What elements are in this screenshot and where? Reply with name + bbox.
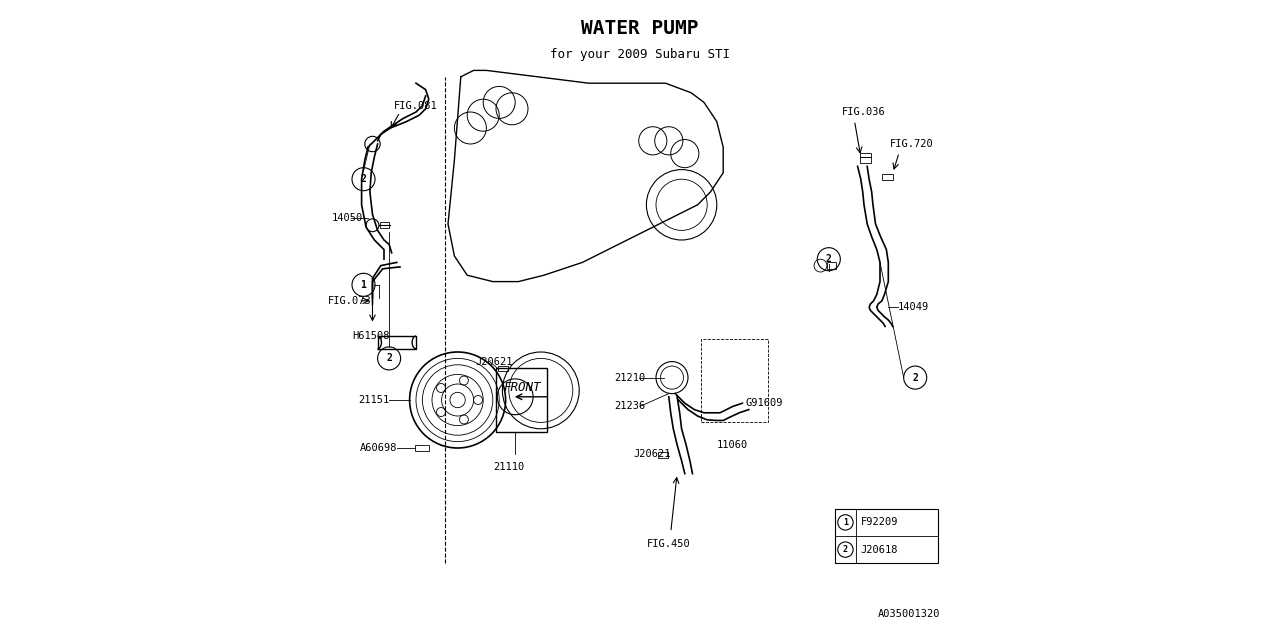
Text: 21236: 21236: [614, 401, 645, 412]
Bar: [827, 262, 837, 269]
Text: F92209: F92209: [861, 517, 899, 527]
Bar: [379, 222, 389, 228]
Text: J20621: J20621: [476, 356, 513, 367]
Bar: [860, 157, 870, 163]
Text: WATER PUMP: WATER PUMP: [581, 19, 699, 38]
Text: 14049: 14049: [899, 302, 929, 312]
Text: 21210: 21210: [614, 372, 645, 383]
Bar: [497, 368, 548, 432]
Text: 21151: 21151: [358, 395, 389, 405]
Bar: [415, 445, 429, 451]
Text: 1: 1: [844, 518, 847, 527]
Text: 21110: 21110: [493, 462, 525, 472]
Text: FIG.450: FIG.450: [646, 539, 691, 549]
Text: FIG.720: FIG.720: [890, 139, 933, 149]
Text: 14050: 14050: [332, 212, 362, 223]
Text: A60698: A60698: [360, 443, 397, 453]
Text: J20621: J20621: [634, 449, 671, 460]
Bar: [836, 509, 937, 563]
Bar: [658, 452, 668, 458]
Text: FIG.081: FIG.081: [394, 100, 438, 111]
Text: 2: 2: [387, 353, 392, 364]
Text: H61508: H61508: [352, 331, 389, 341]
Bar: [701, 339, 768, 422]
Bar: [860, 153, 870, 157]
Text: 2: 2: [913, 372, 918, 383]
Text: J20618: J20618: [861, 545, 899, 555]
Text: 2: 2: [361, 174, 366, 184]
Text: 2: 2: [844, 545, 847, 554]
Text: G91609: G91609: [745, 398, 783, 408]
Text: FIG.036: FIG.036: [842, 107, 886, 117]
Text: for your 2009 Subaru STI: for your 2009 Subaru STI: [550, 48, 730, 61]
Text: FRONT: FRONT: [503, 381, 540, 394]
Bar: [882, 174, 893, 180]
Text: 2: 2: [826, 254, 832, 264]
Text: FIG.073: FIG.073: [328, 296, 371, 306]
Text: A035001320: A035001320: [878, 609, 941, 620]
Bar: [498, 366, 508, 371]
Text: 1: 1: [361, 280, 366, 290]
Text: 11060: 11060: [717, 440, 748, 450]
